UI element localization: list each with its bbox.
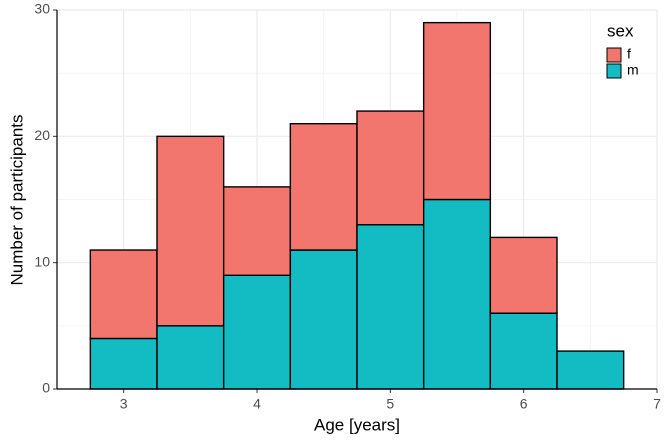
bar	[89, 337, 158, 390]
bar	[356, 110, 425, 226]
bar	[489, 312, 558, 390]
legend-swatch	[606, 47, 622, 63]
bar	[156, 325, 225, 390]
bar	[289, 249, 358, 390]
bar	[422, 21, 492, 201]
y-tick-label: 30	[34, 1, 50, 17]
x-axis-label: Age [years]	[314, 415, 400, 434]
y-tick-label: 20	[34, 127, 50, 143]
x-tick-label: 4	[253, 396, 261, 412]
bar	[556, 350, 625, 390]
legend-title: sex	[607, 21, 634, 40]
x-tick-label: 3	[120, 396, 128, 412]
bar	[289, 122, 358, 251]
bar	[489, 236, 558, 314]
legend-label: m	[627, 62, 639, 78]
x-tick-label: 6	[520, 396, 528, 412]
bar	[422, 198, 492, 390]
legend-swatch	[606, 63, 622, 79]
bar	[222, 274, 292, 390]
x-tick-label: 7	[653, 396, 661, 412]
bar	[89, 249, 158, 340]
y-tick-label: 10	[34, 253, 50, 269]
y-tick-label: 0	[42, 380, 50, 396]
bar	[356, 224, 425, 390]
legend-label: f	[627, 46, 631, 62]
y-axis-label: Number of participants	[7, 114, 26, 285]
bar	[222, 186, 292, 277]
legend: sex fm	[606, 21, 639, 79]
bar	[156, 135, 225, 327]
x-tick-label: 5	[386, 396, 394, 412]
